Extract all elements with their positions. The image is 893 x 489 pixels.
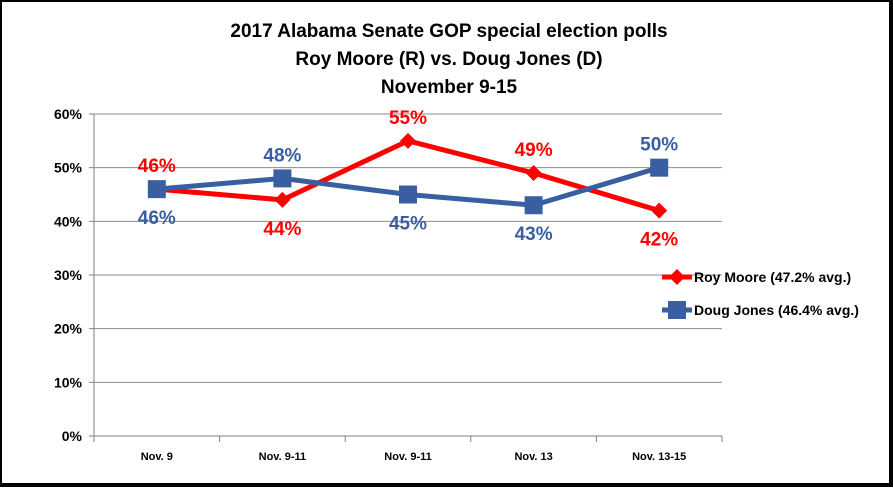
square-marker [273,169,292,188]
y-tick-label: 30% [54,267,83,283]
x-tick-label: Nov. 9-11 [259,451,307,463]
legend-label: Roy Moore (47.2% avg.) [694,269,851,285]
data-label-doug-jones: 48% [263,145,301,166]
diamond-marker [651,202,668,219]
chart-title: 2017 Alabama Senate GOP special election… [230,21,667,98]
x-tick-label: Nov. 13-15 [632,451,686,463]
square-marker [650,158,669,177]
chart-title-line-1: 2017 Alabama Senate GOP special election… [230,21,667,42]
y-tick-label: 20% [54,321,83,337]
y-tick-label: 60% [54,106,83,122]
data-label-roy-moore: 49% [515,140,553,161]
x-tick-label: Nov. 13 [514,451,552,463]
data-label-roy-moore: 46% [138,156,176,177]
square-marker [668,301,686,319]
square-marker [399,185,417,204]
data-labels: 46% 44% 55% 49% 42% 46% 48% 45% 43% 50% [138,108,679,251]
data-label-roy-moore: 42% [640,230,678,251]
chart-title-line-2: Roy Moore (R) vs. Doug Jones (D) [295,49,602,70]
diamond-marker [525,165,542,182]
data-label-doug-jones: 50% [640,135,678,156]
diamond-marker [669,269,685,285]
legend-item-doug-jones: Doug Jones (46.4% avg.) [662,301,859,319]
x-tick-label: Nov. 9 [141,451,173,463]
legend: Roy Moore (47.2% avg.) Doug Jones (46.4% … [662,269,859,319]
legend-item-roy-moore: Roy Moore (47.2% avg.) [662,269,851,285]
gridlines [94,113,722,383]
square-marker [524,196,543,215]
data-label-roy-moore: 55% [389,108,427,129]
diamond-marker [274,191,291,208]
series-doug-jones [147,158,669,215]
y-tick-label: 40% [54,213,83,229]
y-tick-label: 50% [54,160,83,176]
x-tick-label: Nov. 9-11 [384,451,432,463]
data-label-doug-jones: 45% [389,214,427,235]
square-marker [147,180,166,199]
y-tick-label: 10% [54,374,83,390]
data-label-doug-jones: 46% [138,208,176,229]
chart-title-line-3: November 9-15 [381,77,518,98]
data-label-doug-jones: 43% [515,224,553,245]
series-roy-moore [148,132,668,219]
legend-label: Doug Jones (46.4% avg.) [694,302,859,318]
diamond-marker [400,132,416,149]
series [147,132,669,219]
axes: 0% 10% 20% 30% 40% 50% 60% Nov. 9 Nov. 9-11 Nov. … [54,106,723,463]
data-label-roy-moore: 44% [263,219,301,240]
y-tick-label: 0% [62,428,83,444]
